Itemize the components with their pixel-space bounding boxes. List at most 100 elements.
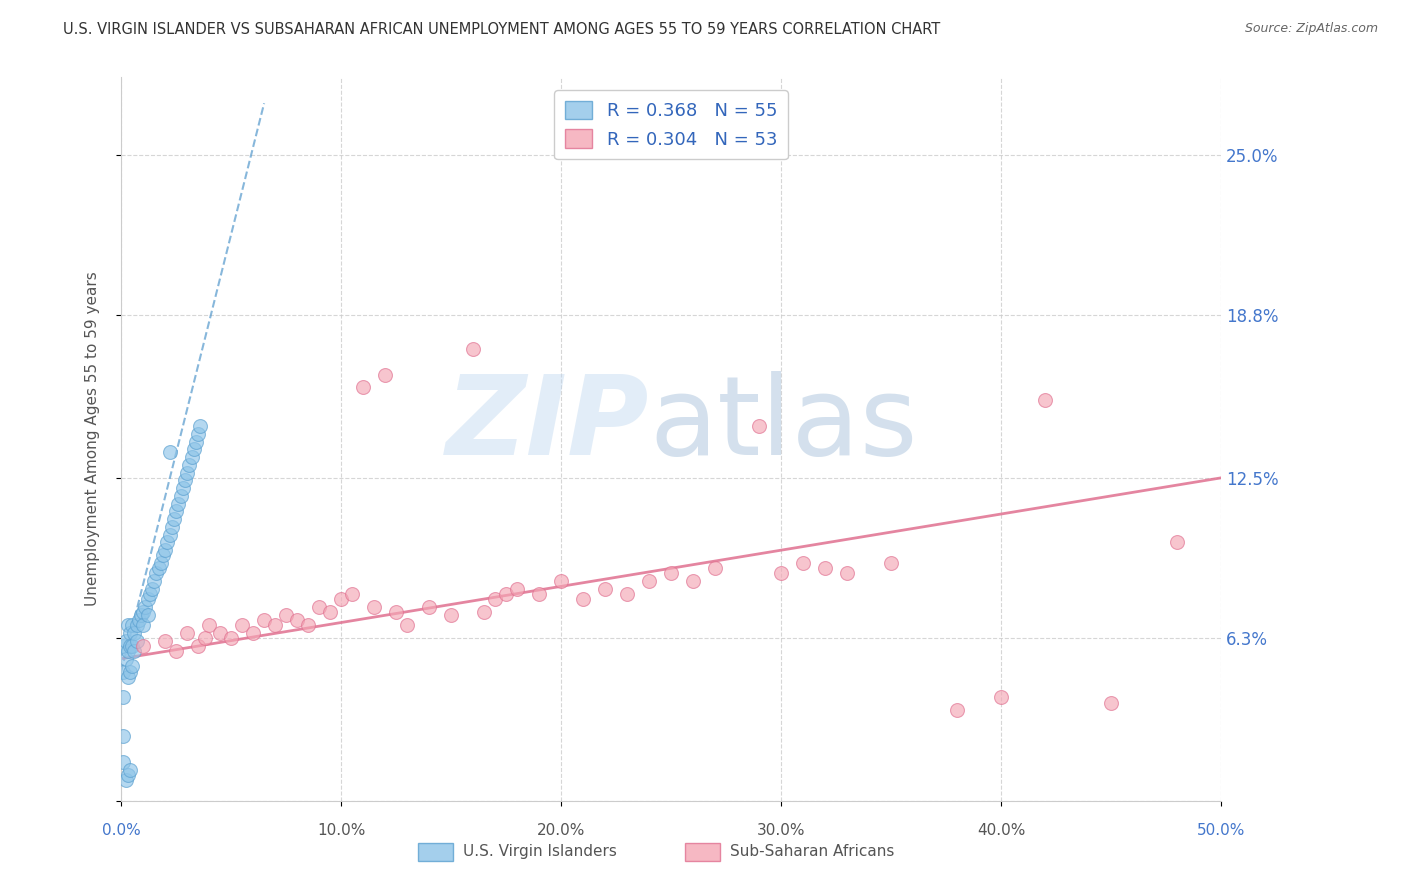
Point (297, 618, 319, 632)
Point (704, 561, 727, 575)
Point (461, 342, 484, 356)
Point (132, 618, 155, 632)
Point (184, 434, 207, 449)
Point (117, 618, 139, 632)
Point (638, 574, 661, 589)
Point (209, 625, 232, 640)
Point (118, 625, 141, 640)
Point (124, 625, 146, 640)
Point (118, 665, 141, 679)
Point (112, 690, 135, 705)
Point (340, 587, 363, 601)
Point (152, 549, 174, 563)
Text: 10.0%: 10.0% (316, 823, 366, 838)
Point (1033, 393, 1056, 408)
Point (132, 605, 155, 619)
Point (396, 618, 419, 632)
Point (121, 618, 143, 632)
Point (880, 556, 903, 570)
Point (285, 613, 308, 627)
Point (118, 639, 141, 653)
Text: Source: ZipAtlas.com: Source: ZipAtlas.com (1244, 22, 1378, 36)
Point (136, 592, 159, 607)
Point (385, 605, 408, 619)
Text: atlas: atlas (650, 371, 918, 478)
Point (264, 618, 287, 632)
Point (363, 600, 385, 615)
Point (143, 574, 166, 589)
Point (114, 633, 136, 648)
Point (167, 497, 190, 511)
Point (138, 587, 160, 601)
Point (352, 380, 374, 394)
Point (308, 600, 330, 615)
Point (117, 768, 139, 782)
Point (319, 605, 342, 619)
Point (274, 607, 297, 622)
Point (946, 703, 969, 717)
Point (125, 618, 148, 632)
Point (198, 618, 221, 632)
Point (219, 631, 242, 645)
Point (136, 607, 159, 622)
Text: 50.0%: 50.0% (1197, 823, 1246, 838)
Point (187, 639, 209, 653)
Point (129, 607, 152, 622)
Text: ZIP: ZIP (446, 371, 650, 478)
Point (187, 426, 209, 441)
Point (117, 670, 139, 684)
Point (121, 659, 143, 673)
Point (180, 450, 202, 465)
Point (176, 625, 198, 640)
Point (572, 592, 595, 607)
Point (149, 556, 172, 570)
Point (440, 607, 463, 622)
Point (160, 520, 183, 534)
Point (163, 512, 186, 526)
Point (616, 587, 638, 601)
Y-axis label: Unemployment Among Ages 55 to 59 years: Unemployment Among Ages 55 to 59 years (86, 272, 100, 607)
Point (169, 489, 191, 503)
Point (814, 561, 837, 575)
Text: 40.0%: 40.0% (977, 823, 1025, 838)
Point (114, 651, 136, 665)
Point (682, 574, 704, 589)
Text: U.S. VIRGIN ISLANDER VS SUBSAHARAN AFRICAN UNEMPLOYMENT AMONG AGES 55 TO 59 YEAR: U.S. VIRGIN ISLANDER VS SUBSAHARAN AFRIC… (63, 22, 941, 37)
Point (231, 618, 253, 632)
Point (550, 574, 572, 589)
Point (242, 625, 264, 640)
Point (145, 566, 167, 581)
Point (179, 458, 201, 472)
Point (159, 445, 181, 459)
Point (112, 639, 135, 653)
Point (527, 587, 550, 601)
Point (174, 474, 197, 488)
Text: U.S. Virgin Islanders: U.S. Virgin Islanders (463, 844, 617, 859)
Point (659, 566, 682, 581)
Point (128, 613, 150, 627)
Point (770, 566, 793, 581)
Point (176, 466, 198, 480)
Point (134, 600, 156, 615)
Point (748, 419, 770, 434)
Point (112, 665, 135, 679)
Point (112, 729, 135, 743)
Text: 0.0%: 0.0% (101, 823, 141, 838)
Point (112, 755, 135, 769)
Point (141, 582, 163, 596)
Point (835, 566, 858, 581)
Point (156, 535, 179, 549)
Point (165, 504, 187, 518)
Point (253, 613, 276, 627)
Text: 20.0%: 20.0% (537, 823, 585, 838)
Point (1166, 535, 1188, 549)
Point (132, 639, 155, 653)
Point (506, 582, 529, 596)
Point (153, 543, 176, 558)
Text: 30.0%: 30.0% (756, 823, 806, 838)
Point (118, 763, 141, 777)
Text: Sub-Saharan Africans: Sub-Saharan Africans (730, 844, 894, 859)
Point (1099, 696, 1122, 710)
Point (990, 690, 1012, 705)
Point (188, 419, 211, 434)
